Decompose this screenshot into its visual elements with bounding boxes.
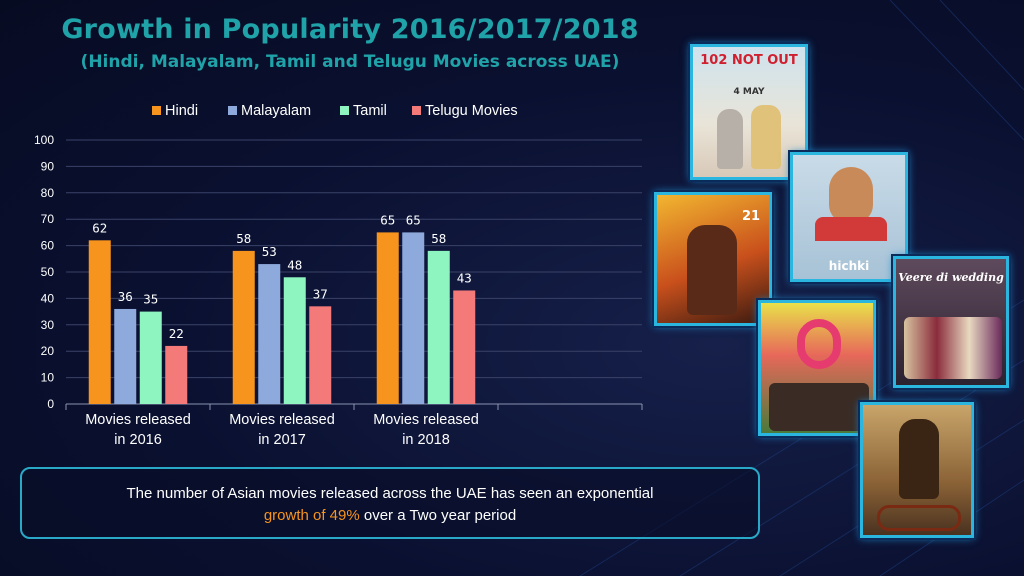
poster-garment xyxy=(815,217,887,241)
data-label: 36 xyxy=(118,289,133,304)
callout-line1: The number of Asian movies released acro… xyxy=(126,485,654,502)
poster-face xyxy=(829,167,873,223)
data-label: 22 xyxy=(169,326,184,341)
y-tick-label: 10 xyxy=(41,371,55,385)
y-tick-label: 80 xyxy=(41,186,55,200)
x-tick-label: Movies released xyxy=(373,412,479,428)
bar-telugu-movies xyxy=(309,306,332,404)
poster-title-hichki: hichki xyxy=(828,259,870,273)
y-tick-label: 90 xyxy=(41,159,55,173)
bar-telugu-movies xyxy=(165,345,188,404)
poster-figure xyxy=(717,109,743,169)
data-label: 65 xyxy=(380,212,395,227)
data-label: 58 xyxy=(236,231,251,246)
poster-102-not-out: 102 NOT OUT 4 MAY xyxy=(690,44,808,180)
poster-aadu-2 xyxy=(758,300,876,436)
data-label: 58 xyxy=(431,231,446,246)
bar-malayalam xyxy=(402,232,425,404)
bar-tamil xyxy=(283,277,306,404)
bar-tamil xyxy=(139,311,162,404)
summary-callout: The number of Asian movies released acro… xyxy=(20,467,760,539)
legend-swatch xyxy=(152,106,161,115)
poster-veere-di-wedding: Veere di wedding xyxy=(893,256,1009,388)
x-tick-label: Movies released xyxy=(229,412,335,428)
bar-chart: 0 10 20 30 40 50 60 70 80 90 100 Movies released in … xyxy=(34,103,643,448)
bar-malayalam xyxy=(258,264,281,404)
callout-line2: growth of 49% over a Two year period xyxy=(22,505,758,527)
poster-title-veere: Veere di wedding xyxy=(898,271,1004,284)
y-tick-label: 20 xyxy=(41,344,55,358)
bar-malayalam xyxy=(114,308,137,404)
y-tick-label: 100 xyxy=(34,133,54,147)
poster-figure xyxy=(687,225,737,315)
poster-cast xyxy=(904,317,1002,379)
poster-maari-2: 21 xyxy=(654,192,772,326)
bar-hindi xyxy=(88,240,111,404)
data-label: 37 xyxy=(313,286,328,301)
bar-telugu-movies xyxy=(453,290,476,404)
poster-hichki: hichki xyxy=(790,152,908,282)
poster-title-shape xyxy=(877,505,961,531)
y-tick-label: 30 xyxy=(41,318,55,332)
bar-tamil xyxy=(427,250,450,404)
legend-label: Tamil xyxy=(353,103,387,119)
poster-date: 4 MAY xyxy=(733,87,765,97)
legend-label: Telugu Movies xyxy=(425,103,518,119)
y-tick-label: 60 xyxy=(41,239,55,253)
y-tick-label: 50 xyxy=(41,265,55,279)
legend-swatch xyxy=(228,106,237,115)
legend-swatch xyxy=(412,106,421,115)
poster-figure xyxy=(751,105,781,169)
bar-hindi xyxy=(376,232,399,404)
poster-number-shape xyxy=(797,319,841,369)
callout-line2-rest: over a Two year period xyxy=(359,507,517,524)
x-tick-label: in 2017 xyxy=(258,432,306,448)
data-label: 62 xyxy=(92,220,107,235)
y-tick-label: 70 xyxy=(41,212,55,226)
page-title: Growth in Popularity 2016/2017/2018 xyxy=(61,14,639,45)
poster-cast xyxy=(769,383,869,431)
y-tick-label: 40 xyxy=(41,291,55,305)
y-tick-label: 0 xyxy=(47,397,54,411)
poster-figure xyxy=(899,419,939,499)
poster-title-102-not-out: 102 NOT OUT xyxy=(700,53,798,68)
legend-label: Malayalam xyxy=(241,103,311,119)
data-label: 43 xyxy=(457,270,472,285)
data-label: 65 xyxy=(406,212,421,227)
bar-hindi xyxy=(232,250,255,404)
x-tick-label: in 2016 xyxy=(114,432,162,448)
data-label: 35 xyxy=(143,292,158,307)
page-subtitle: (Hindi, Malayalam, Tamil and Telugu Movi… xyxy=(80,52,620,72)
legend-label: Hindi xyxy=(165,103,198,119)
x-tick-label: in 2018 xyxy=(402,432,450,448)
poster-jai-lava-kusa xyxy=(860,402,974,538)
data-label: 48 xyxy=(287,257,302,272)
poster-number: 21 xyxy=(741,209,761,224)
legend-swatch xyxy=(340,106,349,115)
growth-highlight: growth of 49% xyxy=(263,507,360,524)
data-label: 53 xyxy=(262,244,277,259)
x-tick-label: Movies released xyxy=(85,412,191,428)
